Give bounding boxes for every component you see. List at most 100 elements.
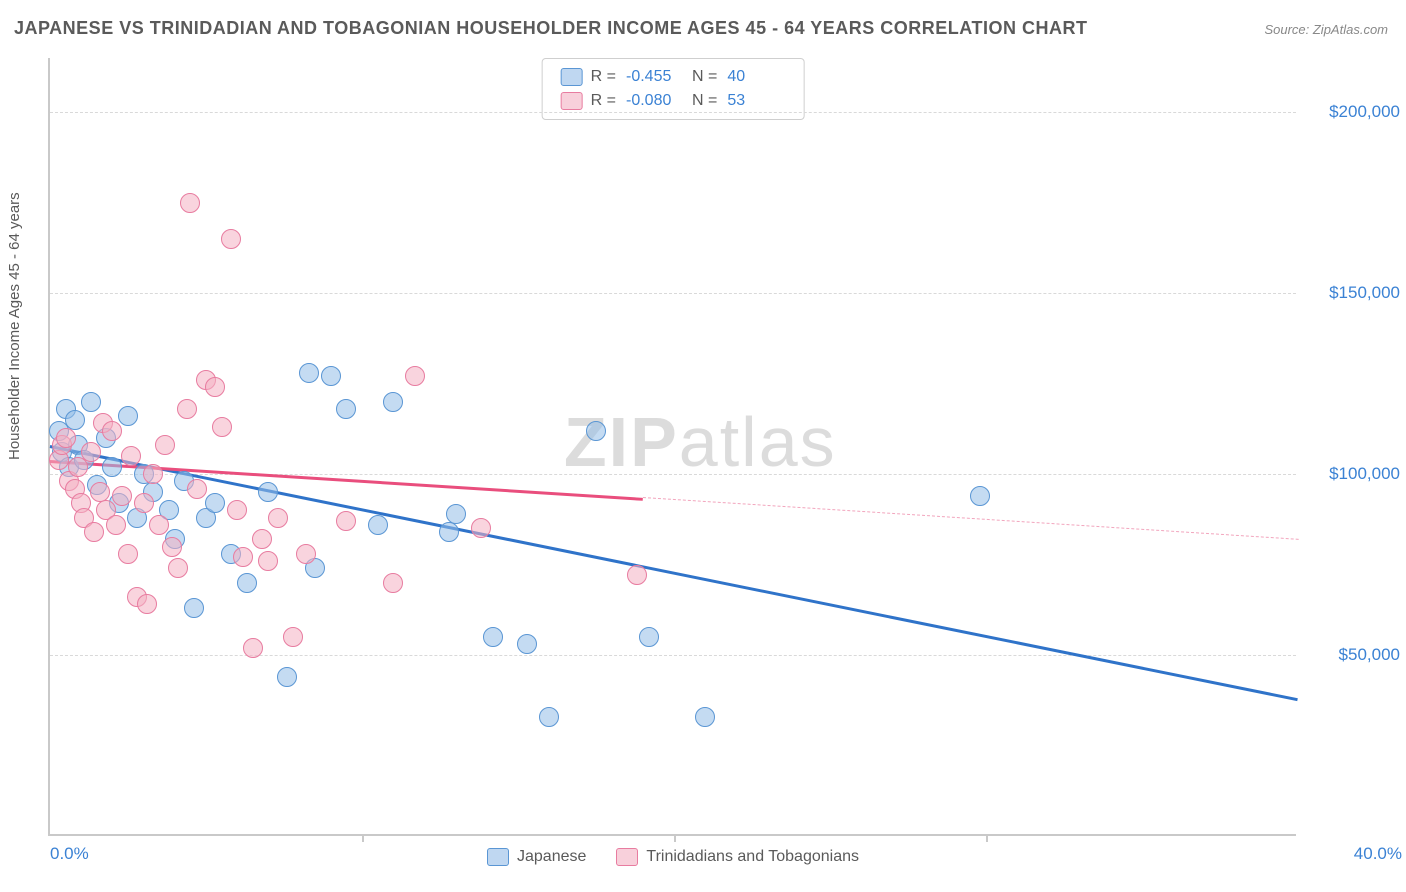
data-point — [112, 486, 132, 506]
y-tick-label: $200,000 — [1306, 102, 1400, 122]
data-point — [118, 406, 138, 426]
chart-container: JAPANESE VS TRINIDADIAN AND TOBAGONIAN H… — [0, 0, 1406, 892]
data-point — [143, 464, 163, 484]
data-point — [336, 399, 356, 419]
data-point — [446, 504, 466, 524]
data-point — [258, 482, 278, 502]
data-point — [336, 511, 356, 531]
source-label: Source: ZipAtlas.com — [1264, 22, 1388, 37]
x-tick-max: 40.0% — [1354, 844, 1402, 864]
data-point — [627, 565, 647, 585]
data-point — [84, 522, 104, 542]
gridline — [50, 112, 1296, 113]
x-tick-mark — [674, 834, 676, 842]
data-point — [205, 493, 225, 513]
swatch-blue-icon — [487, 848, 509, 866]
data-point — [81, 442, 101, 462]
data-point — [483, 627, 503, 647]
data-point — [383, 573, 403, 593]
y-tick-label: $50,000 — [1306, 645, 1400, 665]
gridline — [50, 655, 1296, 656]
legend-row: R = -0.455 N = 40 — [561, 65, 786, 89]
data-point — [162, 537, 182, 557]
data-point — [695, 707, 715, 727]
swatch-blue-icon — [561, 68, 583, 86]
data-point — [180, 193, 200, 213]
data-point — [321, 366, 341, 386]
regression-line — [50, 445, 1298, 701]
legend-label: Japanese — [517, 848, 586, 866]
regression-line — [643, 497, 1298, 540]
r-label: R = — [591, 92, 616, 110]
r-value: -0.080 — [626, 92, 684, 110]
data-point — [471, 518, 491, 538]
x-tick-min: 0.0% — [50, 844, 89, 864]
data-point — [586, 421, 606, 441]
data-point — [227, 500, 247, 520]
data-point — [205, 377, 225, 397]
data-point — [106, 515, 126, 535]
n-label: N = — [692, 92, 717, 110]
data-point — [252, 529, 272, 549]
y-tick-label: $100,000 — [1306, 464, 1400, 484]
watermark-bold: ZIP — [564, 403, 679, 481]
legend-item: Japanese — [487, 848, 586, 866]
data-point — [90, 482, 110, 502]
watermark-rest: atlas — [679, 403, 837, 481]
n-value: 53 — [727, 92, 785, 110]
data-point — [121, 446, 141, 466]
data-point — [56, 428, 76, 448]
r-value: -0.455 — [626, 68, 684, 86]
chart-title: JAPANESE VS TRINIDADIAN AND TOBAGONIAN H… — [14, 18, 1087, 39]
plot-area: ZIPatlas R = -0.455 N = 40 R = -0.080 N … — [48, 58, 1296, 836]
data-point — [65, 410, 85, 430]
data-point — [102, 421, 122, 441]
data-point — [405, 366, 425, 386]
data-point — [368, 515, 388, 535]
data-point — [299, 363, 319, 383]
data-point — [168, 558, 188, 578]
data-point — [283, 627, 303, 647]
r-label: R = — [591, 68, 616, 86]
data-point — [187, 479, 207, 499]
watermark: ZIPatlas — [564, 402, 837, 482]
data-point — [221, 229, 241, 249]
data-point — [177, 399, 197, 419]
data-point — [134, 493, 154, 513]
legend-item: Trinidadians and Tobagonians — [616, 848, 859, 866]
data-point — [155, 435, 175, 455]
data-point — [184, 598, 204, 618]
data-point — [277, 667, 297, 687]
gridline — [50, 293, 1296, 294]
legend-series: Japanese Trinidadians and Tobagonians — [487, 848, 859, 866]
data-point — [149, 515, 169, 535]
legend-stats: R = -0.455 N = 40 R = -0.080 N = 53 — [542, 58, 805, 120]
x-tick-mark — [986, 834, 988, 842]
data-point — [118, 544, 138, 564]
x-tick-mark — [362, 834, 364, 842]
data-point — [383, 392, 403, 412]
data-point — [81, 392, 101, 412]
data-point — [102, 457, 122, 477]
swatch-pink-icon — [561, 92, 583, 110]
data-point — [539, 707, 559, 727]
data-point — [517, 634, 537, 654]
legend-label: Trinidadians and Tobagonians — [646, 848, 859, 866]
data-point — [233, 547, 253, 567]
data-point — [296, 544, 316, 564]
data-point — [212, 417, 232, 437]
legend-row: R = -0.080 N = 53 — [561, 89, 786, 113]
y-tick-label: $150,000 — [1306, 283, 1400, 303]
data-point — [439, 522, 459, 542]
data-point — [237, 573, 257, 593]
swatch-pink-icon — [616, 848, 638, 866]
data-point — [639, 627, 659, 647]
data-point — [268, 508, 288, 528]
n-label: N = — [692, 68, 717, 86]
y-axis-label: Householder Income Ages 45 - 64 years — [6, 192, 23, 460]
data-point — [970, 486, 990, 506]
data-point — [258, 551, 278, 571]
data-point — [137, 594, 157, 614]
data-point — [243, 638, 263, 658]
n-value: 40 — [727, 68, 785, 86]
